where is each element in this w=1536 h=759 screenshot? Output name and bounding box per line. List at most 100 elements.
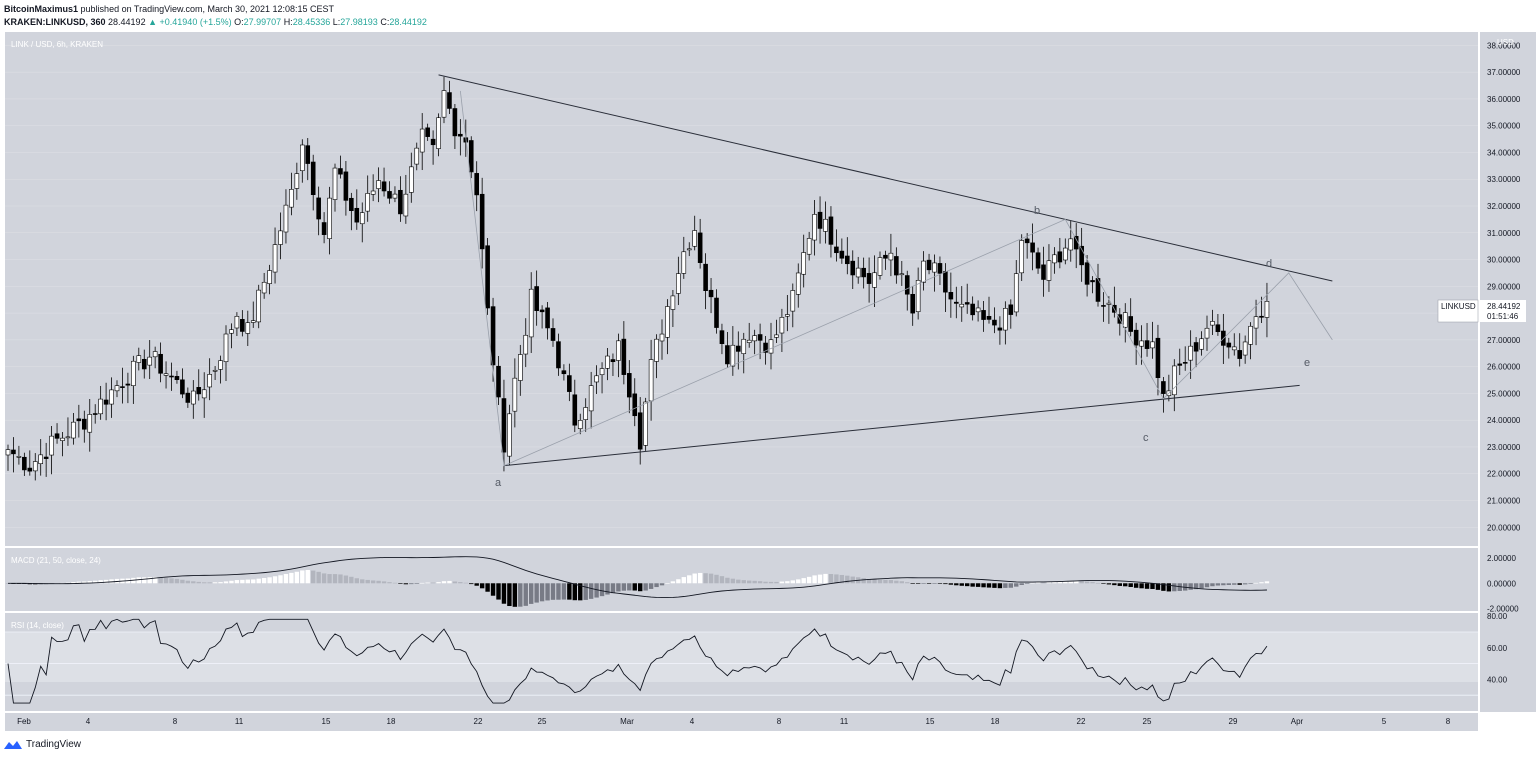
price-tick-label: 29.00000: [1487, 282, 1521, 291]
time-tick-label: Feb: [17, 717, 31, 726]
price-tick-label: 37.00000: [1487, 68, 1521, 77]
candle: [605, 348, 610, 381]
macd-histogram-bar: [311, 570, 316, 584]
candle-body: [817, 211, 823, 229]
candle: [87, 399, 93, 452]
candle: [1215, 313, 1221, 336]
macd-histogram-bar: [501, 583, 507, 604]
macd-histogram-bar: [588, 583, 594, 599]
time-tick-label: 29: [1229, 717, 1238, 726]
candle-body: [528, 288, 534, 338]
candle: [468, 136, 474, 179]
candle: [191, 380, 196, 419]
drawings: [438, 74, 1333, 467]
time-axis[interactable]: [5, 713, 1478, 731]
candle-body: [834, 246, 839, 254]
candle: [1133, 322, 1139, 365]
candle-body: [327, 197, 332, 239]
candle: [169, 362, 174, 391]
candle-body: [49, 435, 54, 456]
chart-canvas[interactable]: 20.00000 21.00000 22.00000 23.00000 24.00000…: [0, 31, 1536, 731]
macd-signal-line: [7, 556, 1267, 599]
macd-histogram-bar: [458, 582, 463, 584]
candle-body: [447, 92, 452, 109]
candle: [1122, 303, 1128, 343]
candle: [229, 323, 234, 349]
macd-histogram-bar: [98, 580, 103, 584]
candle-body: [904, 275, 910, 295]
candle: [839, 238, 845, 264]
candle-body: [212, 369, 218, 372]
candle-body: [27, 467, 33, 472]
candle: [1242, 335, 1248, 364]
candle: [38, 439, 44, 476]
candle: [921, 251, 926, 291]
candle: [932, 254, 937, 292]
candle: [185, 387, 191, 408]
candle-body: [267, 270, 272, 284]
macd-histogram-bar: [894, 580, 899, 584]
macd-histogram-bar: [986, 583, 992, 588]
candle-body: [180, 379, 185, 395]
candle: [637, 397, 643, 465]
candle: [561, 364, 567, 381]
candle: [305, 138, 311, 181]
candle-body: [676, 273, 681, 294]
candle: [332, 163, 338, 212]
candle-body: [512, 377, 518, 412]
candle-body: [539, 309, 545, 313]
candle-body: [708, 289, 714, 298]
macd-histogram-bar: [338, 574, 343, 584]
candle: [1226, 337, 1232, 359]
candle-body: [964, 302, 970, 305]
candle-body: [1008, 304, 1014, 315]
candle: [240, 310, 245, 337]
macd-histogram-bar: [218, 582, 223, 584]
wave-label-a: a: [495, 477, 502, 489]
candle: [855, 256, 861, 284]
candle-body: [1177, 363, 1183, 366]
price-pane[interactable]: [5, 32, 1478, 546]
macd-pane[interactable]: [5, 548, 1478, 611]
candle-body: [899, 273, 905, 276]
macd-histogram-bar: [1095, 583, 1101, 584]
macd-histogram-bar: [452, 581, 458, 584]
macd-histogram-bar: [796, 579, 801, 584]
footer-brand[interactable]: TradingView: [4, 739, 81, 750]
macd-histogram-bar: [937, 583, 943, 584]
candle: [752, 329, 757, 355]
candle: [354, 189, 360, 230]
macd-histogram-bar: [959, 583, 964, 586]
candle: [16, 445, 22, 465]
candle-body: [92, 413, 98, 415]
candle-body: [981, 310, 986, 320]
price-tag: LINKUSD 28.44192 01:51:46: [1437, 299, 1526, 323]
macd-histogram-bar: [725, 577, 730, 584]
candle-body: [1172, 365, 1177, 396]
macd-histogram-bar: [392, 582, 398, 584]
candle: [888, 233, 894, 277]
candle-body: [261, 281, 267, 294]
wave-path: [459, 90, 1333, 467]
candle: [1264, 282, 1270, 338]
candle-body: [1199, 338, 1204, 350]
candle-body: [572, 394, 578, 426]
macd-pane-title: MACD (21, 50, close, 24): [11, 556, 101, 565]
candle-body: [801, 252, 807, 275]
macd-histogram-bar: [861, 578, 866, 584]
macd-histogram-bar: [507, 583, 512, 607]
candle: [1063, 238, 1068, 265]
macd-tick-label: 2.00000: [1487, 554, 1516, 563]
candle: [883, 250, 888, 270]
candle-body: [921, 260, 926, 283]
axis-labels: 20.00000 21.00000 22.00000 23.00000 24.00000…: [17, 41, 1521, 726]
macd-histogram-bar: [152, 576, 158, 584]
up-arrow-icon: ▲: [148, 17, 158, 27]
macd-histogram-bar: [256, 578, 261, 584]
price-axis[interactable]: [1480, 32, 1536, 712]
macd-histogram-bar: [1161, 583, 1166, 591]
macd-histogram-bar: [414, 583, 419, 584]
author-name[interactable]: BitcoinMaximus1: [4, 4, 79, 14]
macd-histogram-bar: [283, 574, 289, 584]
macd-histogram-bar: [278, 575, 283, 584]
